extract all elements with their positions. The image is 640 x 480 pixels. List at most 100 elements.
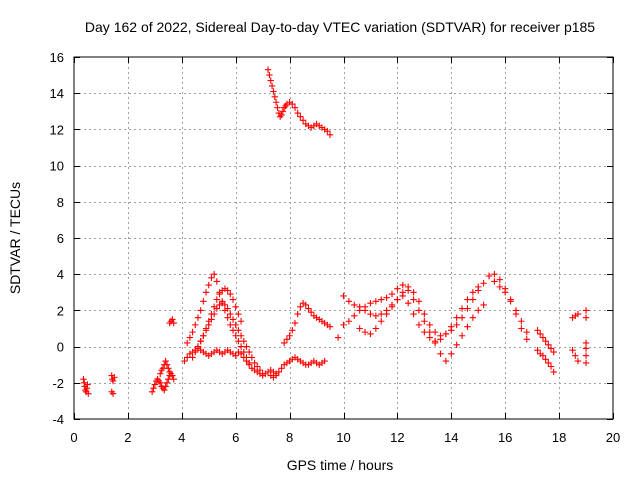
data-point [202,289,210,296]
data-point [227,310,234,318]
data-point [464,296,471,303]
data-point [299,117,307,124]
data-point [324,128,331,135]
data-point [491,271,498,278]
y-tick-label: 6 [57,231,64,246]
data-point [394,296,401,303]
data-point [297,113,304,120]
data-point [194,343,202,350]
data-point [224,305,231,312]
grid-lines [74,57,613,419]
data-point [210,310,218,318]
data-points [80,66,590,397]
plot-frame [73,56,614,420]
data-point [404,299,412,307]
data-point [431,337,439,345]
data-point [399,292,406,300]
series-arc-16 [356,283,482,345]
data-point [372,325,380,332]
y-tick-labels: -4 -2 0 2 4 6 8 10 12 14 16 [50,50,64,427]
data-point [550,368,557,376]
y-tick-label: 10 [50,159,64,174]
data-point [84,381,91,388]
data-point [267,77,274,84]
data-point [523,328,530,336]
data-point [448,350,455,358]
data-point [240,348,247,356]
data-point [278,111,285,119]
data-point [539,334,547,341]
data-point [307,309,315,316]
data-point [170,375,177,383]
data-point [266,71,273,79]
y-axis-label: SDTVAR / TECUs [7,182,23,294]
data-point [485,272,493,280]
x-tick-label: 12 [390,430,404,445]
data-point [243,343,250,350]
series-arc-10 [264,66,334,139]
data-point [150,385,157,392]
data-point [512,310,520,318]
data-point [291,104,299,111]
data-point [111,374,118,381]
data-point [475,283,482,291]
data-point [367,330,374,338]
data-point [162,357,169,365]
data-point [85,390,92,397]
data-point [491,278,498,285]
data-point [161,386,168,394]
data-point [289,100,296,108]
data-point [227,290,234,298]
series-arc-21 [582,307,590,367]
data-point [388,290,396,298]
data-point [394,285,401,292]
data-point [200,298,207,305]
data-point [165,375,172,383]
data-point [480,280,487,287]
data-point [283,336,291,343]
data-point [399,281,406,289]
data-point [254,363,261,370]
data-point [383,310,390,318]
data-point [361,303,369,310]
data-point [232,332,239,339]
y-tick-label: 8 [57,195,64,210]
data-point [442,357,450,365]
x-tick-label: 14 [444,430,458,445]
data-point [547,345,555,352]
data-point [545,341,552,348]
data-point [458,332,466,339]
y-tick-label: 16 [50,50,64,65]
data-point [469,314,477,321]
data-point [507,298,514,305]
data-point [437,350,444,358]
data-point [502,289,509,296]
data-point [464,323,471,330]
data-point [235,337,242,345]
data-point [421,328,428,336]
data-point [232,321,239,329]
data-point [264,66,272,73]
data-point [437,336,444,343]
data-point [542,337,549,345]
data-point [148,388,156,396]
data-point [475,307,482,314]
series-arc-02 [108,372,118,397]
data-point [232,303,239,310]
data-point [186,334,194,341]
x-tick-label: 8 [286,430,293,445]
x-tick-label: 20 [606,430,620,445]
data-point [224,287,231,294]
data-point [205,281,212,289]
data-point [216,290,223,298]
data-point [458,314,466,321]
data-point [237,318,245,325]
data-point [442,330,450,338]
series-arc-18 [534,327,557,356]
data-point [421,310,428,318]
series-arc-13 [334,334,342,341]
data-point [410,310,417,318]
data-point [109,377,117,385]
data-point [453,321,460,329]
data-point [213,296,221,303]
